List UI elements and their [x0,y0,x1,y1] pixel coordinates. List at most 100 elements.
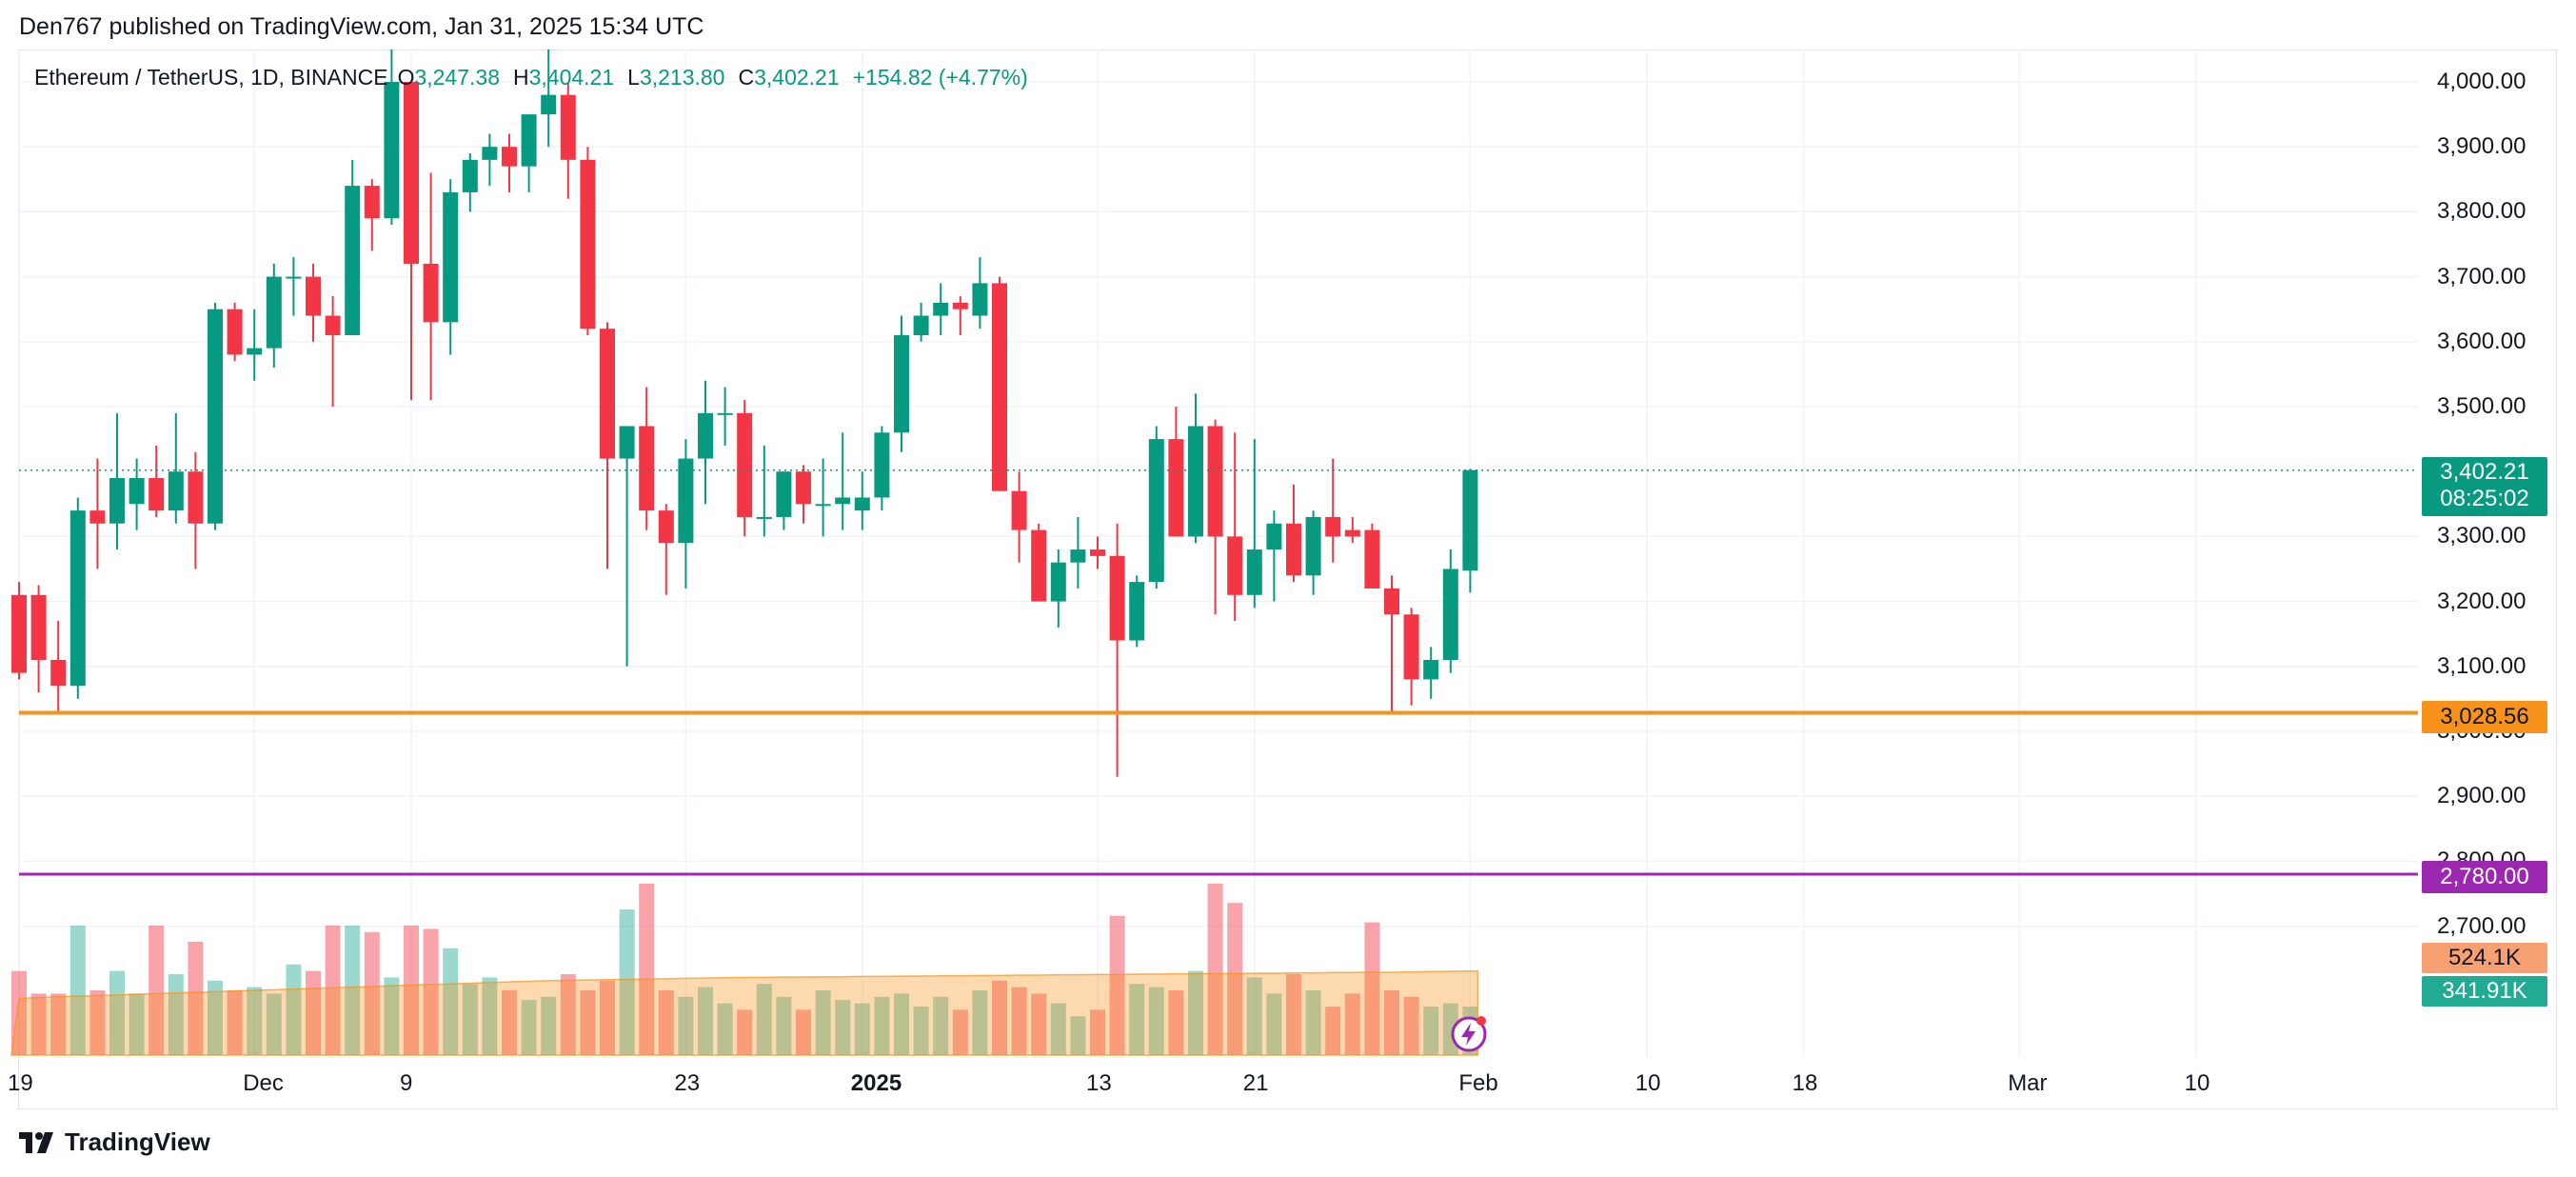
candle-body [580,159,596,329]
volume-bar [521,1000,537,1055]
candle-body [815,504,831,507]
price-tick-label: 3,700.00 [2437,263,2526,289]
candle-body [1109,555,1125,641]
candle-body [756,516,772,519]
candle-body [1442,569,1458,660]
candle-body [1286,523,1301,576]
volume-bar [266,993,282,1055]
last-price-value: 3,402.21 [2440,459,2529,485]
volume-bar [756,984,772,1055]
volume-bar [89,990,106,1055]
low-value: 3,213.80 [639,65,725,90]
volume-bar [1109,915,1125,1055]
candles [11,49,1478,777]
volume-bar [69,926,86,1055]
volume-bar [188,942,204,1055]
volume-bar [384,977,400,1055]
candle-body [1305,516,1321,576]
candle-body [639,426,655,511]
price-tick-label: 2,700.00 [2437,912,2526,939]
candle-body [913,315,929,335]
open-label: O [397,65,415,90]
candle-body [776,471,792,517]
volume-bar [325,926,341,1055]
volume-bar [1148,987,1164,1055]
volume-bar [1090,1009,1105,1055]
volume-bar [129,993,145,1055]
volume-bar [1364,922,1380,1055]
price-tick-label: 3,900.00 [2437,133,2526,160]
volume-bar [541,996,557,1055]
candle-body [619,426,635,459]
candle-body [796,471,811,505]
candle-body [188,471,204,524]
volume-bar [11,970,27,1055]
candle-body [1246,549,1262,595]
volume-bar [168,974,184,1055]
price-tick-label: 3,200.00 [2437,588,2526,614]
candle-body [992,283,1007,491]
candle-body [1148,439,1164,583]
volume-ma-tag: 524.1K [2422,943,2547,973]
candle-body [502,147,517,167]
volume-bar [1129,984,1145,1055]
volume-bar [639,883,655,1055]
time-tick-label: 18 [1792,1070,1818,1096]
candle-body [1011,490,1027,530]
time-tick-label: 21 [1242,1070,1269,1096]
time-tick-label: 19 [8,1070,33,1096]
last-price-tag: 3,402.21 08:25:02 [2422,457,2547,516]
candle-body [1364,529,1380,588]
volume-bar [462,984,478,1055]
candle-body [306,276,321,316]
countdown-value: 08:25:02 [2440,486,2529,511]
time-tick-label: Mar [2008,1070,2048,1096]
volume-bar [109,970,125,1055]
volume-bar [364,931,380,1055]
candle-body [208,309,223,524]
candle-body [1344,529,1360,537]
candle-body [1266,523,1282,550]
volume-bar [874,996,890,1055]
high-value: 3,404.21 [528,65,615,90]
candle-body [854,497,870,511]
price-tick-label: 3,100.00 [2437,652,2526,679]
volume-bar [1384,990,1399,1055]
candle-body [894,334,909,433]
candle-body [698,412,713,459]
volume-last-tag: 341.91K [2422,976,2547,1007]
lightning-icon[interactable] [1449,1014,1489,1054]
candle-body [384,82,400,219]
candle-body [1070,549,1086,563]
candle-body [1090,549,1105,556]
symbol-name[interactable]: Ethereum / TetherUS, 1D, BINANCE [34,65,388,90]
volume-bar [776,996,792,1055]
low-label: L [627,65,640,90]
volume-bar [658,990,674,1055]
candle-body [423,263,439,323]
candle-body [266,276,282,349]
candle-body [50,659,67,687]
volume-bar [1050,1003,1066,1055]
volume-bar [1325,1007,1341,1055]
volume-bar [1188,970,1203,1055]
candle-body [129,478,145,505]
price-tick-label: 3,500.00 [2437,393,2526,419]
candle-body [933,302,949,316]
tradingview-logo[interactable]: TradingView [19,1127,210,1157]
volume-bar [1227,903,1243,1055]
horizontal-lines [19,469,2418,876]
volume-bar [1070,1016,1086,1055]
candle-body [1188,426,1203,537]
time-tick-label: 10 [2184,1070,2210,1096]
candle-body [482,147,498,160]
purple-line-tag: 2,780.00 [2422,861,2547,893]
candle-body [1168,439,1184,537]
volume-bar [972,990,988,1055]
time-tick-label: 9 [400,1070,413,1096]
volume-bar [992,980,1007,1055]
volume-bar [443,948,459,1055]
candle-body [1031,529,1047,602]
volume-bar [952,1009,968,1055]
